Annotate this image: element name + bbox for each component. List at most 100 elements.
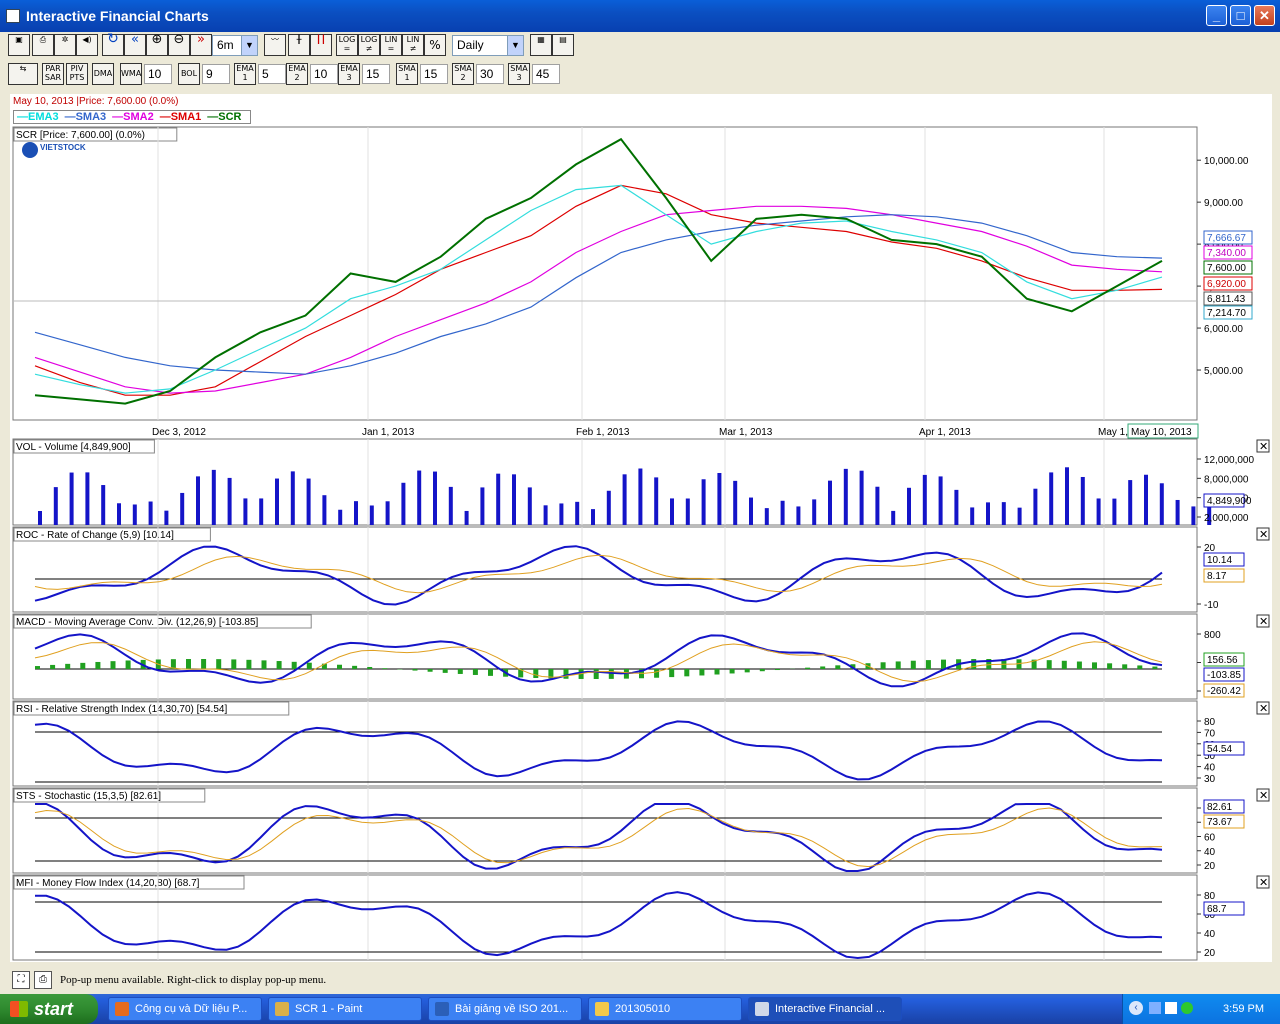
volume-bar bbox=[559, 503, 564, 525]
macd-tag-box bbox=[1203, 667, 1245, 682]
lin-equal-button[interactable]: LIN = bbox=[380, 34, 402, 56]
panel-vol bbox=[12, 438, 1198, 526]
sma1-button[interactable]: SMA 1 bbox=[396, 63, 418, 85]
forward-icon[interactable]: » bbox=[190, 33, 212, 56]
task-firefox[interactable]: Công cụ và Dữ liệu P... bbox=[108, 997, 262, 1021]
network-icon[interactable] bbox=[1149, 1002, 1161, 1014]
macd-histogram-bar bbox=[548, 669, 554, 679]
wma-input[interactable]: 10 bbox=[144, 64, 172, 84]
sma2-input[interactable]: 30 bbox=[476, 64, 504, 84]
sts-d-line bbox=[34, 807, 1163, 868]
volume-bar bbox=[290, 471, 295, 525]
zoom-in-icon[interactable]: ⊕ bbox=[146, 33, 168, 56]
dma-button[interactable]: DMA bbox=[92, 63, 114, 85]
price-tag-box bbox=[1203, 260, 1253, 275]
volume-bar bbox=[701, 479, 706, 525]
log-equal-button[interactable]: LOG = bbox=[336, 34, 358, 56]
security-icon[interactable] bbox=[1181, 1002, 1193, 1014]
price-tag: 6,920.00 bbox=[1207, 279, 1246, 290]
sma3-button[interactable]: SMA 3 bbox=[508, 63, 530, 85]
mfi-tag: 68.7 bbox=[1207, 904, 1227, 915]
sma1-input[interactable]: 15 bbox=[420, 64, 448, 84]
rsi-close-icon: ✕ bbox=[1259, 703, 1268, 715]
folder-icon bbox=[595, 1002, 609, 1016]
volume-bar bbox=[543, 505, 548, 525]
volume-bar bbox=[986, 502, 990, 525]
sts-tag-box bbox=[1203, 814, 1245, 829]
volume-bar bbox=[1128, 480, 1133, 525]
ema1-button[interactable]: EMA 1 bbox=[234, 63, 256, 85]
roc-ytick-label: 20 bbox=[1204, 543, 1216, 554]
zoom-out-icon[interactable]: ⊖ bbox=[168, 33, 190, 56]
sts-tag-box bbox=[1203, 799, 1245, 814]
current-date-box bbox=[1127, 423, 1199, 439]
sma3-input[interactable]: 45 bbox=[532, 64, 560, 84]
macd-histogram-bar bbox=[684, 669, 690, 677]
task-label: SCR 1 - Paint bbox=[295, 1003, 363, 1015]
macd-histogram-bar bbox=[1046, 660, 1052, 669]
macd-histogram-bar bbox=[125, 660, 131, 669]
task-folder[interactable]: 201305010 bbox=[588, 997, 742, 1021]
sound-icon[interactable]: ◀) bbox=[76, 34, 98, 56]
volume-bar bbox=[907, 487, 911, 525]
settings-icon[interactable]: ✲ bbox=[54, 34, 76, 56]
percent-button[interactable]: % bbox=[424, 34, 446, 56]
fit-icon[interactable]: ⛶ bbox=[12, 971, 30, 989]
ema3-input[interactable]: 15 bbox=[362, 64, 390, 84]
line-chart-icon[interactable]: 〰 bbox=[264, 34, 286, 56]
price-ytick-label: 5,000.00 bbox=[1204, 366, 1243, 377]
task-financial-charts[interactable]: Interactive Financial ... bbox=[748, 997, 902, 1021]
pivpts-button[interactable]: PIV PTS bbox=[66, 63, 88, 85]
macd-histogram-bar bbox=[744, 669, 750, 673]
mfi-line bbox=[34, 891, 1163, 960]
period-select[interactable]: 6m ▼ bbox=[212, 35, 258, 56]
ema3-button[interactable]: EMA 3 bbox=[338, 63, 360, 85]
print-small-icon[interactable]: ⎙ bbox=[34, 971, 52, 989]
parsar-button[interactable]: PAR SAR bbox=[42, 63, 64, 85]
rewind-icon[interactable]: « bbox=[124, 33, 146, 56]
print-icon[interactable]: ⎙ bbox=[32, 34, 54, 56]
close-button[interactable]: ✕ bbox=[1254, 5, 1275, 26]
start-button[interactable]: start bbox=[0, 994, 98, 1024]
wma-button[interactable]: WMA bbox=[120, 63, 142, 85]
candle-chart-icon[interactable]: ┃┃ bbox=[310, 34, 332, 56]
chart-options-icon[interactable]: ▦ bbox=[530, 34, 552, 56]
volume-icon[interactable] bbox=[1165, 1002, 1177, 1014]
log-notequal-button[interactable]: LOG ≠ bbox=[358, 34, 380, 56]
minimize-button[interactable]: _ bbox=[1206, 5, 1227, 26]
interval-select[interactable]: Daily ▼ bbox=[452, 35, 524, 56]
price-xtick-label: Apr 1, 2013 bbox=[919, 427, 971, 438]
ema1-input[interactable]: 5 bbox=[258, 64, 286, 84]
task-word[interactable]: Bài giảng về ISO 201... bbox=[428, 997, 582, 1021]
sma2-button[interactable]: SMA 2 bbox=[452, 63, 474, 85]
macd-tag: 156.56 bbox=[1207, 655, 1238, 666]
macd-histogram-bar bbox=[110, 661, 116, 669]
bar-chart-icon[interactable]: ╫ bbox=[288, 34, 310, 56]
volume-bar bbox=[622, 474, 627, 525]
refresh-icon[interactable]: ↻ bbox=[102, 32, 124, 56]
vol-close-icon: ✕ bbox=[1259, 441, 1268, 453]
macd-histogram-bar bbox=[276, 661, 282, 669]
rsi-ytick-label: 70 bbox=[1204, 728, 1216, 739]
maximize-button[interactable]: □ bbox=[1230, 5, 1251, 26]
volume-bar bbox=[527, 487, 532, 525]
ema2-button[interactable]: EMA 2 bbox=[286, 63, 308, 85]
bol-input[interactable]: 9 bbox=[202, 64, 230, 84]
save-icon[interactable]: ▣ bbox=[8, 34, 30, 56]
volume-bar bbox=[354, 501, 358, 525]
bol-button[interactable]: BOL bbox=[178, 63, 200, 85]
sts-close-icon: ✕ bbox=[1259, 790, 1268, 802]
tray-expand-icon[interactable]: ‹ bbox=[1129, 1001, 1143, 1015]
lin-notequal-button[interactable]: LIN ≠ bbox=[402, 34, 424, 56]
legend-item-sma2: —SMA2 bbox=[112, 111, 154, 123]
macd-close-button bbox=[1256, 614, 1270, 628]
color-palette-icon[interactable]: ▤ bbox=[552, 34, 574, 56]
ema2-input[interactable]: 10 bbox=[310, 64, 338, 84]
volume-bar bbox=[922, 474, 927, 525]
panel-header-sts: STS - Stochastic (15,3,5) [82.61] bbox=[16, 791, 161, 802]
price-tag-box bbox=[1203, 305, 1253, 320]
task-paint[interactable]: SCR 1 - Paint bbox=[268, 997, 422, 1021]
compare-icon[interactable]: ⇆ bbox=[8, 63, 38, 85]
macd-histogram-bar bbox=[367, 666, 373, 669]
